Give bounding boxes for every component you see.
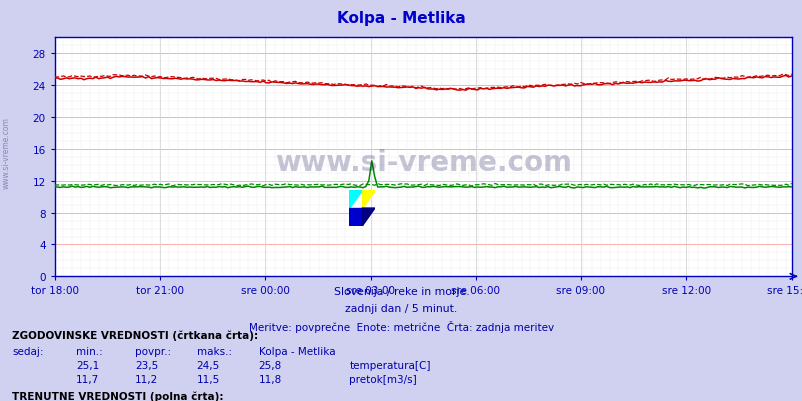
Text: 25,8: 25,8 bbox=[258, 360, 282, 371]
Text: ZGODOVINSKE VREDNOSTI (črtkana črta):: ZGODOVINSKE VREDNOSTI (črtkana črta): bbox=[12, 330, 258, 340]
Text: sedaj:: sedaj: bbox=[12, 346, 43, 356]
Text: 11,8: 11,8 bbox=[258, 374, 282, 384]
Text: www.si-vreme.com: www.si-vreme.com bbox=[274, 148, 571, 176]
Polygon shape bbox=[349, 190, 362, 209]
Text: 25,1: 25,1 bbox=[76, 360, 99, 371]
Text: 11,2: 11,2 bbox=[135, 374, 158, 384]
Polygon shape bbox=[349, 209, 362, 227]
Text: 11,5: 11,5 bbox=[196, 374, 220, 384]
Text: 24,5: 24,5 bbox=[196, 360, 220, 371]
Text: zadnji dan / 5 minut.: zadnji dan / 5 minut. bbox=[345, 304, 457, 314]
Text: Kolpa - Metlika: Kolpa - Metlika bbox=[337, 10, 465, 26]
Text: 11,7: 11,7 bbox=[76, 374, 99, 384]
Text: Kolpa - Metlika: Kolpa - Metlika bbox=[258, 346, 334, 356]
Polygon shape bbox=[362, 209, 375, 227]
Text: temperatura[C]: temperatura[C] bbox=[349, 360, 430, 371]
Text: min.:: min.: bbox=[76, 346, 103, 356]
Text: maks.:: maks.: bbox=[196, 346, 232, 356]
Text: Slovenija / reke in morje.: Slovenija / reke in morje. bbox=[334, 287, 468, 297]
Text: TRENUTNE VREDNOSTI (polna črta):: TRENUTNE VREDNOSTI (polna črta): bbox=[12, 391, 223, 401]
Text: 23,5: 23,5 bbox=[135, 360, 158, 371]
Text: pretok[m3/s]: pretok[m3/s] bbox=[349, 374, 416, 384]
Text: povpr.:: povpr.: bbox=[135, 346, 171, 356]
Polygon shape bbox=[362, 190, 375, 209]
Text: Meritve: povprečne  Enote: metrične  Črta: zadnja meritev: Meritve: povprečne Enote: metrične Črta:… bbox=[249, 320, 553, 332]
Text: www.si-vreme.com: www.si-vreme.com bbox=[2, 117, 11, 188]
